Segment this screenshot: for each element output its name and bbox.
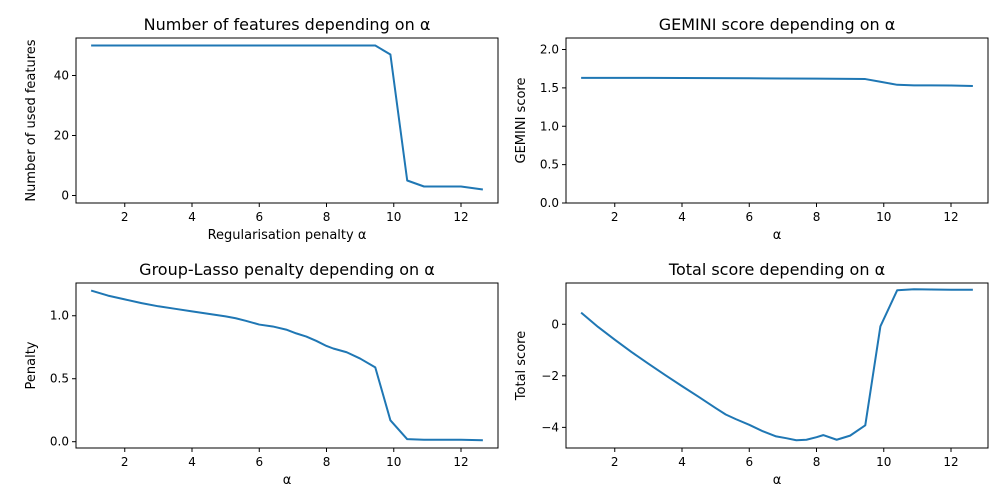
features-y-axis-label: Number of used features: [24, 39, 39, 201]
penalty-chart-title: Group-Lasso penalty depending on α: [139, 260, 435, 279]
total-x-tick-label: 10: [876, 455, 891, 469]
gemini-x-axis-label: α: [773, 228, 782, 243]
features-y-tick-label: 20: [54, 129, 69, 143]
gemini-chart-title: GEMINI score depending on α: [659, 15, 896, 34]
features-x-tick-label: 8: [323, 210, 331, 224]
gemini-plot-frame: [565, 37, 989, 204]
gemini-y-tick-label: 1.0: [540, 119, 559, 133]
features-y-tick-label: 40: [54, 69, 69, 83]
gemini-y-tick-label: 0.5: [540, 158, 559, 172]
total-y-tick-label: −2: [541, 369, 559, 383]
gemini-chart: GEMINI score depending on α 2 4 6 8 10 12 0.0 0.…: [514, 15, 989, 243]
gemini-x-tick-label: 10: [876, 210, 891, 224]
features-chart-title: Number of features depending on α: [144, 15, 431, 34]
gemini-series-line: [581, 76, 973, 87]
total-y-tick-label: −4: [541, 420, 559, 434]
penalty-x-tick-label: 4: [188, 455, 196, 469]
features-x-tick-label: 6: [255, 210, 263, 224]
penalty-x-tick-label: 12: [453, 455, 468, 469]
total-x-tick-label: 2: [611, 455, 619, 469]
penalty-y-tick-label: 0.5: [50, 372, 69, 386]
features-plot-frame: [75, 37, 499, 204]
penalty-y-axis-label: Penalty: [24, 341, 39, 389]
features-series-line: [91, 44, 484, 191]
total-plot-frame: [565, 282, 989, 449]
gemini-x-tick-label: 8: [813, 210, 821, 224]
penalty-series-line: [90, 289, 483, 442]
penalty-x-tick-label: 10: [386, 455, 401, 469]
total-x-axis-label: α: [773, 473, 782, 488]
penalty-plot-frame: [75, 282, 499, 449]
gemini-y-axis-label: GEMINI score: [514, 78, 529, 164]
penalty-y-tick-label: 0.0: [50, 435, 69, 449]
gemini-x-tick-label: 2: [611, 210, 619, 224]
gemini-y-tick-label: 2.0: [540, 43, 559, 57]
features-x-tick-label: 2: [121, 210, 129, 224]
penalty-x-tick-label: 6: [255, 455, 263, 469]
gemini-y-tick-label: 1.5: [540, 81, 559, 95]
total-x-tick-label: 4: [678, 455, 686, 469]
gemini-x-tick-label: 12: [943, 210, 958, 224]
gemini-y-tick-label: 0.0: [540, 196, 559, 210]
features-x-tick-label: 12: [453, 210, 468, 224]
total-y-tick-label: 0: [551, 317, 559, 331]
total-chart: Total score depending on α 2 4 6 8 10 12 −4 −2 0 α…: [514, 260, 989, 488]
gemini-x-tick-label: 6: [745, 210, 753, 224]
total-y-axis-label: Total score: [514, 331, 529, 401]
penalty-x-tick-label: 2: [121, 455, 129, 469]
total-x-tick-label: 8: [813, 455, 821, 469]
total-x-tick-label: 12: [943, 455, 958, 469]
features-x-tick-label: 4: [188, 210, 196, 224]
total-x-tick-label: 6: [745, 455, 753, 469]
penalty-chart: Group-Lasso penalty depending on α 2 4 6 8 10…: [24, 260, 499, 488]
total-chart-title: Total score depending on α: [668, 260, 885, 279]
total-series-line: [580, 288, 973, 442]
features-chart: Number of features depending on α 2 4 6 8 10 1…: [24, 15, 499, 243]
gemini-x-tick-label: 4: [678, 210, 686, 224]
penalty-x-tick-label: 8: [323, 455, 331, 469]
features-y-tick-label: 0: [61, 189, 69, 203]
penalty-x-axis-label: α: [283, 473, 292, 488]
penalty-y-tick-label: 1.0: [50, 309, 69, 323]
features-x-axis-label: Regularisation penalty α: [208, 228, 367, 243]
features-x-tick-label: 10: [386, 210, 401, 224]
